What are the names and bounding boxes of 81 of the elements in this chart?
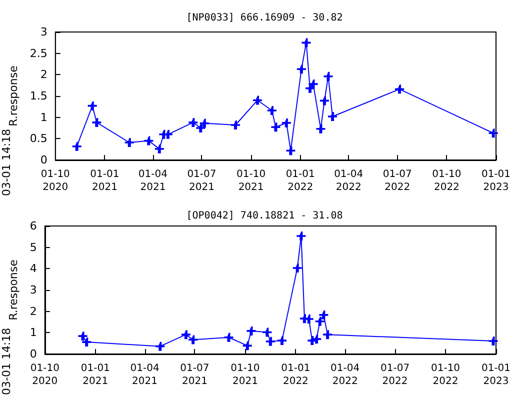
- point: [292, 264, 302, 273]
- x-tick-label: 01-01 2021: [80, 363, 110, 387]
- point: [144, 136, 154, 146]
- point: [328, 112, 338, 121]
- point: [296, 232, 306, 241]
- x-tick-label: 01-07 2022: [382, 169, 412, 193]
- chart-title: [OP0042] 740.18821 - 31.08: [186, 210, 343, 222]
- point: [224, 332, 234, 342]
- x-tick-label: 01-10 2020: [30, 363, 60, 387]
- y-tick-label: 1: [30, 326, 37, 340]
- x-tick-label: 01-10 2022: [432, 169, 462, 193]
- point: [282, 118, 291, 128]
- x-tick-label: 01-01 2023: [481, 363, 511, 387]
- point: [262, 328, 272, 337]
- point: [188, 118, 198, 127]
- y-tick-label: 4: [30, 262, 37, 276]
- x-tick-label: 01-10 2021: [236, 169, 266, 193]
- y-tick-label: 0: [40, 154, 48, 166]
- x-tick-label: 01-07 2021: [187, 169, 216, 193]
- y-tick-label: 1.5: [30, 90, 48, 102]
- x-tick-label: 01-01 2023: [481, 169, 511, 193]
- text: 03-01 14:18: [0, 128, 13, 196]
- point: [277, 336, 286, 346]
- y-tick-label: 2.5: [30, 46, 48, 60]
- x-tick-label: 01-04 2022: [330, 363, 360, 387]
- point: [196, 124, 206, 132]
- point: [316, 124, 326, 134]
- x-tick-label: 01-04 2022: [334, 169, 364, 193]
- point: [302, 38, 311, 48]
- point: [156, 342, 165, 351]
- point: [320, 96, 329, 106]
- x-tick-label: 01-07 2021: [180, 363, 210, 387]
- point: [315, 316, 324, 326]
- y-tick-label: 6: [30, 220, 37, 232]
- point: [252, 96, 262, 105]
- point: [324, 72, 333, 81]
- point: [154, 144, 164, 154]
- x-tick-label: 01-10 2021: [230, 363, 260, 387]
- point: [92, 118, 102, 127]
- point: [308, 80, 318, 89]
- point: [286, 146, 296, 156]
- point: [78, 332, 88, 341]
- point: [124, 138, 134, 148]
- point: [267, 106, 276, 116]
- y-axis-title: R.response: [7, 259, 20, 320]
- y-axis-title: R.response: [7, 65, 20, 126]
- y-tick-label: 0.5: [30, 132, 48, 146]
- y-tick-label: 0: [30, 348, 37, 360]
- chart-title: [NP0033] 666.16909 - 30.82: [186, 12, 343, 24]
- x-tick-label: 01-07 2022: [380, 363, 410, 387]
- y-tick-label: 2: [40, 68, 48, 82]
- point: [323, 330, 332, 340]
- x-tick-label: 01-01 2022: [286, 169, 315, 193]
- point: [488, 336, 498, 346]
- point: [242, 341, 252, 350]
- x-tick-label: 01-04 2021: [130, 363, 160, 387]
- y-tick-label: 3: [40, 26, 48, 38]
- text: 03-01 14:18: [0, 328, 13, 395]
- point: [72, 142, 82, 151]
- point: [181, 330, 190, 340]
- point: [271, 122, 280, 132]
- y-tick-label: 1: [40, 110, 48, 124]
- point: [296, 64, 306, 74]
- point: [395, 84, 404, 94]
- point: [200, 118, 209, 128]
- point: [230, 120, 240, 130]
- y-tick-label: 5: [30, 240, 37, 254]
- point: [266, 336, 275, 346]
- x-tick-label: 01-01 2021: [90, 169, 120, 193]
- y-tick-label: 2: [30, 304, 37, 318]
- x-tick-label: 01-01 2022: [281, 363, 310, 387]
- point: [488, 128, 498, 138]
- point: [82, 338, 92, 347]
- point: [188, 335, 198, 344]
- point: [88, 101, 97, 110]
- x-tick-label: 01-10 2020: [40, 169, 70, 193]
- y-tick-label: 3: [30, 284, 37, 296]
- point: [246, 326, 256, 336]
- x-tick-label: 01-10 2022: [430, 363, 460, 387]
- point: [319, 310, 328, 320]
- x-tick-label: 01-04 2021: [138, 169, 168, 193]
